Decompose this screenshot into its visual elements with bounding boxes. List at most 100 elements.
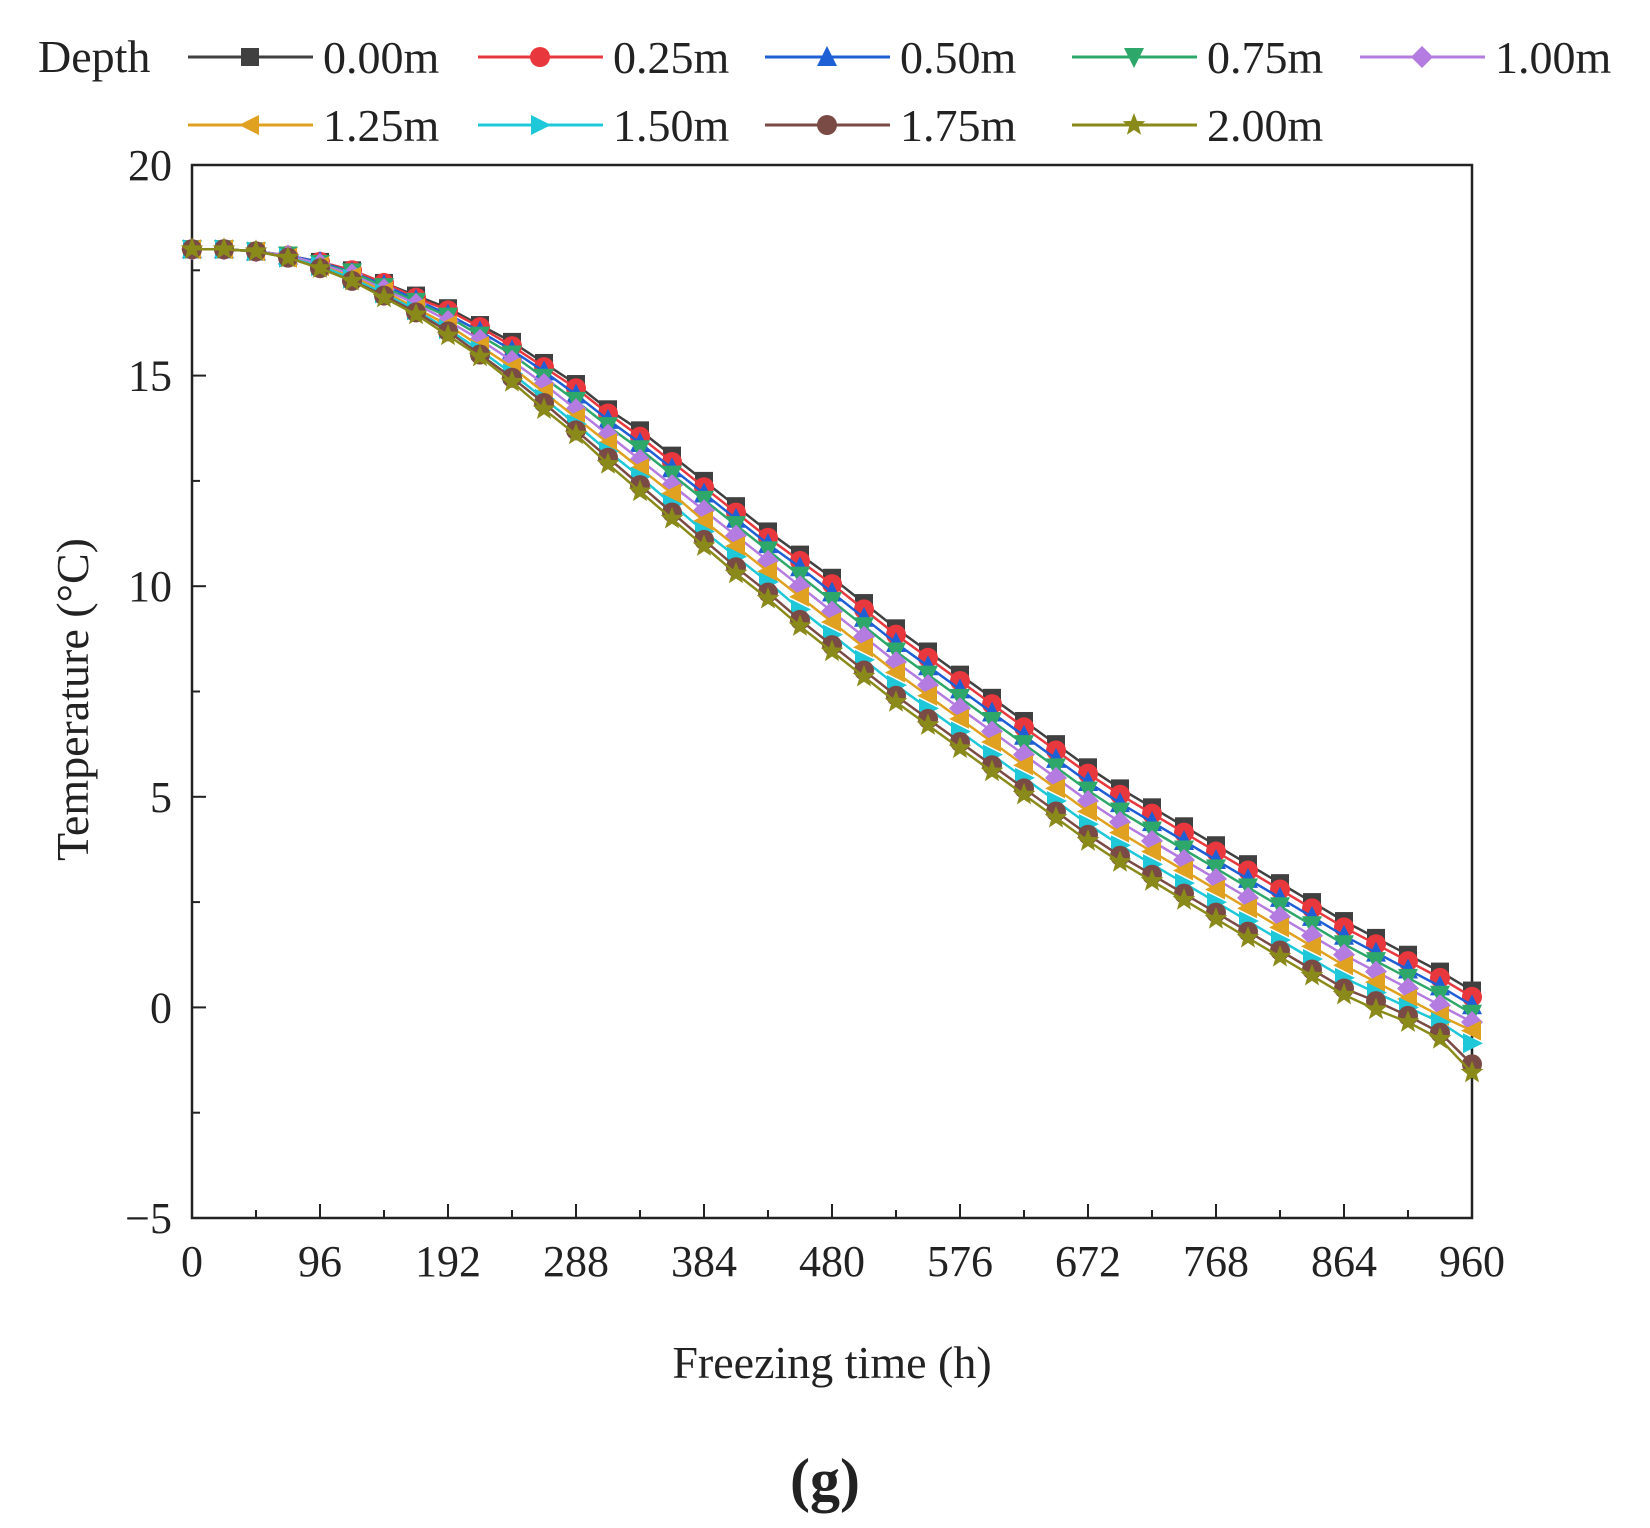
- data-point: [789, 586, 809, 607]
- data-point: [817, 46, 837, 66]
- data-point: [1463, 1033, 1483, 1054]
- series-2.00m: [180, 237, 1484, 1083]
- x-tick-label: 96: [298, 1237, 342, 1286]
- data-point: [1124, 48, 1144, 68]
- legend-label: 0.50m: [900, 32, 1017, 83]
- data-point: [820, 639, 844, 662]
- data-point: [917, 685, 937, 706]
- data-point: [212, 237, 236, 259]
- data-point: [885, 662, 905, 683]
- data-point: [1396, 1010, 1420, 1032]
- legend-item-2.00m: 2.00m: [1072, 100, 1324, 151]
- data-point: [500, 369, 524, 392]
- data-point: [1411, 46, 1433, 68]
- legend: Depth 0.00m 0.25m 0.50m 0.75m 1.00m 1.25m 1.50…: [38, 31, 1612, 151]
- data-point: [817, 115, 837, 135]
- data-point: [1364, 997, 1388, 1020]
- data-point: [724, 561, 748, 584]
- legend-item-1.00m: 1.00m: [1360, 32, 1612, 83]
- x-tick-label: 576: [927, 1237, 993, 1286]
- data-point: [1332, 982, 1356, 1005]
- data-point: [980, 759, 1004, 782]
- y-tick-label: 15: [128, 352, 172, 401]
- y-axis-title: Temperature (°C): [47, 538, 98, 861]
- data-point: [1076, 829, 1100, 851]
- data-point: [1140, 869, 1164, 891]
- data-point: [1013, 755, 1033, 776]
- data-point: [1461, 1020, 1481, 1041]
- legend-label: 0.25m: [613, 32, 730, 83]
- data-point: [1122, 113, 1146, 135]
- y-tick-label: 20: [128, 141, 172, 190]
- data-point: [239, 115, 259, 135]
- data-point: [852, 664, 876, 687]
- x-tick-label: 0: [181, 1237, 203, 1286]
- data-point: [1333, 955, 1353, 976]
- legend-item-0.25m: 0.25m: [478, 32, 730, 83]
- x-tick-label: 288: [543, 1237, 609, 1286]
- data-point: [436, 323, 460, 346]
- data-point: [308, 256, 332, 278]
- legend-title: Depth: [38, 31, 150, 82]
- data-point: [788, 614, 812, 636]
- data-point: [1428, 1027, 1452, 1049]
- y-axis: −5 0 5 10 15 20: [125, 141, 206, 1243]
- data-point: [1141, 841, 1161, 862]
- data-point: [692, 534, 716, 556]
- data-point: [244, 239, 268, 262]
- data-point: [372, 285, 396, 308]
- data-point: [1301, 936, 1321, 957]
- data-point: [661, 483, 681, 504]
- data-point: [949, 708, 969, 729]
- data-point: [340, 268, 364, 291]
- data-point: [1173, 860, 1193, 881]
- data-point: [276, 245, 300, 268]
- data-point: [1269, 917, 1289, 938]
- data-point: [628, 479, 652, 502]
- data-point: [1205, 879, 1225, 900]
- data-point: [916, 713, 940, 735]
- y-tick-label: 0: [150, 983, 172, 1032]
- data-point: [1045, 778, 1065, 799]
- legend-label: 1.25m: [323, 100, 440, 151]
- y-tick-label: 10: [128, 562, 172, 611]
- data-point: [1237, 898, 1257, 919]
- legend-item-0.75m: 0.75m: [1072, 32, 1324, 83]
- data-point: [1268, 944, 1292, 967]
- legend-label: 0.00m: [323, 32, 440, 83]
- data-point: [596, 452, 620, 474]
- plot-frame: [190, 163, 1474, 1220]
- y-tick-label: 5: [150, 773, 172, 822]
- legend-item-0.00m: 0.00m: [188, 32, 440, 83]
- data-point: [1012, 782, 1036, 805]
- data-point: [693, 510, 713, 531]
- legend-item-1.25m: 1.25m: [188, 100, 440, 151]
- y-tick-label: −5: [125, 1194, 172, 1243]
- data-point: [1172, 888, 1196, 910]
- x-tick-label: 480: [799, 1237, 865, 1286]
- data-point: [532, 397, 556, 419]
- x-axis: 0 96 192 288 384 480 576 672 768 864 960: [181, 1204, 1505, 1286]
- panel-label: (g): [790, 1447, 860, 1513]
- series-layer: [180, 237, 1484, 1083]
- data-point: [981, 732, 1001, 753]
- plot-border: [190, 163, 1474, 1220]
- legend-item-1.50m: 1.50m: [478, 100, 730, 151]
- data-point: [1365, 972, 1385, 993]
- data-point: [1077, 801, 1097, 822]
- data-point: [757, 561, 777, 582]
- data-point: [241, 48, 259, 66]
- x-tick-label: 384: [671, 1237, 737, 1286]
- data-point: [821, 612, 841, 633]
- series-1.75m: [182, 239, 1482, 1075]
- data-point: [1236, 925, 1260, 948]
- legend-item-0.50m: 0.50m: [765, 32, 1017, 83]
- x-axis-title: Freezing time (h): [672, 1337, 991, 1388]
- data-point: [531, 115, 551, 135]
- data-point: [660, 506, 684, 529]
- data-point: [948, 736, 972, 759]
- data-point: [564, 422, 588, 445]
- data-point: [468, 344, 492, 367]
- data-point: [853, 637, 873, 658]
